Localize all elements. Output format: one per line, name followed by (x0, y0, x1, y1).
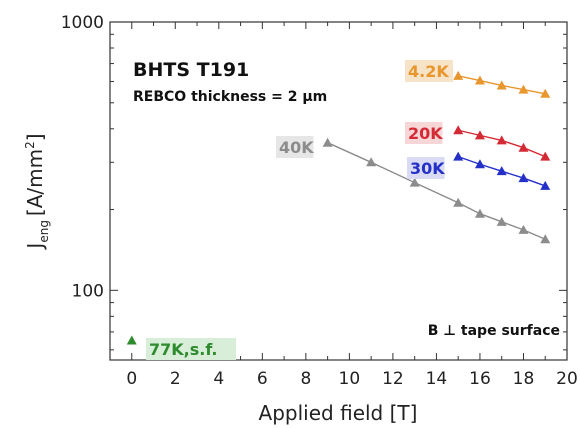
data-point (540, 88, 551, 98)
x-tick-label: 8 (300, 369, 311, 389)
series-77k-s-f- (126, 335, 137, 345)
series-label-bg (405, 60, 453, 82)
series-label: 4.2K (408, 62, 449, 81)
data-point (518, 173, 529, 183)
series-line (327, 142, 546, 240)
data-point (322, 137, 333, 147)
y-tick-label: 1000 (61, 13, 104, 33)
series-label: 40K (279, 138, 314, 157)
x-tick-label: 0 (126, 369, 137, 389)
data-point (518, 142, 529, 152)
axis-ticks: 0 2 4 6 8 10 12 14 16 18 20 100 1000 (61, 13, 578, 389)
y-axis-title-close: ] (23, 133, 47, 141)
data-point (126, 335, 137, 345)
series-30k (453, 151, 551, 190)
y-axis-title-main: J (23, 243, 47, 251)
data-point (453, 151, 464, 161)
series-label: 30K (410, 159, 445, 178)
y-axis-title-sup: 2 (23, 141, 37, 149)
data-point (366, 157, 377, 167)
x-tick-label: 20 (556, 369, 578, 389)
y-axis-title-sub: eng (37, 220, 51, 243)
series-label: 77K,s.f. (149, 340, 218, 359)
data-point (409, 177, 420, 187)
series-label-bg (405, 122, 443, 144)
data-point (496, 135, 507, 145)
data-point (453, 70, 464, 80)
chart-title: BHTS T191 (133, 59, 249, 81)
x-tick-label: 2 (170, 369, 181, 389)
data-point (518, 224, 529, 234)
data-point (474, 130, 485, 140)
data-point (540, 180, 551, 190)
data-point (540, 234, 551, 244)
y-tick-label: 100 (72, 281, 104, 301)
data-point (453, 125, 464, 135)
x-tick-label: 18 (513, 369, 535, 389)
data-point (496, 166, 507, 176)
data-point (474, 208, 485, 218)
y-axis-title: Jeng [A/mm2] (23, 133, 51, 250)
series-label-bg (276, 136, 314, 158)
data-point (474, 75, 485, 85)
x-tick-label: 6 (257, 369, 268, 389)
series-label: 20K (408, 124, 443, 143)
x-axis-title: Applied field [T] (259, 401, 418, 425)
svg-text:Jeng[A/mm2]: Jeng [A/mm2] (23, 133, 51, 250)
series-layer (126, 70, 551, 345)
chart-subtitle: REBCO thickness = 2 μm (133, 89, 327, 105)
data-point (518, 84, 529, 94)
data-point (540, 151, 551, 161)
data-point (474, 159, 485, 169)
data-point (496, 216, 507, 226)
x-tick-label: 4 (213, 369, 224, 389)
series-labels: 4.2K 20K 30K 40K 77K,s.f. (146, 60, 453, 360)
series-4-2k (453, 70, 551, 98)
x-tick-label: 16 (469, 369, 491, 389)
series-label-bg (407, 157, 445, 179)
y-axis-title-unit: [A/mm (23, 149, 47, 216)
series-20k (453, 125, 551, 161)
x-tick-label: 10 (339, 369, 361, 389)
plot-frame (109, 21, 568, 361)
field-orientation-note: B ⊥ tape surface (428, 323, 560, 339)
series-label-bg (146, 338, 236, 360)
x-tick-label: 12 (382, 369, 404, 389)
data-point (453, 197, 464, 207)
data-point (496, 80, 507, 90)
series-40k (322, 137, 551, 244)
x-tick-label: 14 (426, 369, 448, 389)
